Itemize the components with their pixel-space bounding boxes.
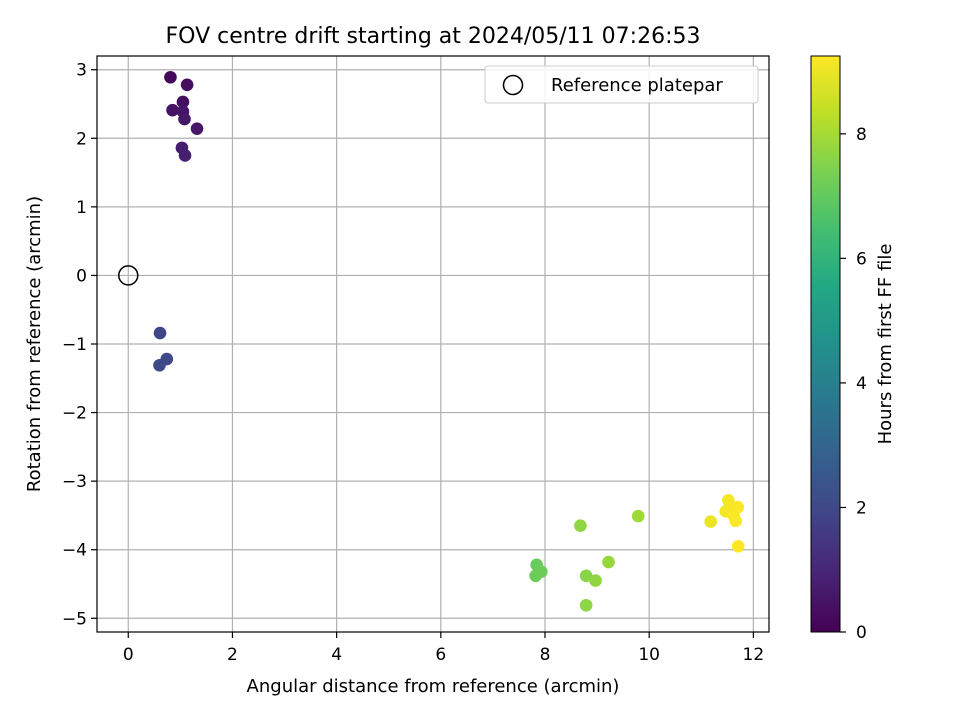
x-axis-label: Angular distance from reference (arcmin) [247,676,620,697]
colorbar-tick-label: 4 [856,374,867,394]
x-tick-label: 10 [638,645,660,665]
y-tick-label: −5 [62,609,87,629]
legend-entry-reference: Reference platepar [551,75,723,96]
data-point [631,509,645,523]
y-axis-label: Rotation from reference (arcmin) [24,196,45,492]
x-tick-label: 6 [435,645,446,665]
x-axis-ticks: 0 2 4 6 8 10 12 [123,632,764,665]
chart-title: FOV centre drift starting at 2024/05/11 … [166,24,701,49]
data-point [176,95,190,109]
colorbar-tick-label: 6 [856,249,867,269]
data-point [529,569,542,583]
y-tick-label: −3 [62,472,87,492]
data-point [579,569,593,583]
data-point [729,514,742,528]
y-axis-ticks: −5 −4 −3 −2 −1 0 1 2 3 [62,61,97,629]
colorbar-gradient [810,55,841,633]
y-tick-label: −1 [62,335,87,355]
legend-box [484,65,759,104]
y-tick-label: 0 [76,266,87,286]
y-tick-label: −2 [62,404,87,424]
data-point [731,539,745,553]
grid-lines [97,56,769,632]
colorbar-tick-label: 2 [856,498,867,518]
plot-area-frame [96,55,770,633]
legend-reference-marker [502,74,524,96]
data-point [166,103,179,117]
data-point [164,70,177,84]
y-tick-label: 1 [76,198,87,218]
colorbar-label: Hours from first FF file [875,244,896,445]
data-point [178,149,192,162]
x-tick-label: 4 [331,645,342,665]
y-tick-label: 3 [76,61,87,81]
x-tick-label: 8 [540,645,551,665]
data-points [118,70,745,612]
colorbar-tick-label: 8 [856,125,867,145]
data-point [579,598,593,612]
colorbar-ticks: 0 2 4 6 8 [840,125,867,643]
y-tick-label: −4 [62,541,87,561]
data-point [190,122,204,135]
colorbar: 0 2 4 6 8 Hours from first FF file [810,55,896,643]
data-point [178,112,191,126]
data-point [153,358,166,372]
legend: Reference platepar [484,65,759,104]
x-tick-label: 0 [123,645,134,665]
x-tick-label: 2 [227,645,238,665]
reference-platepar-marker [118,265,139,286]
data-point [602,555,615,569]
y-tick-label: 2 [76,129,87,149]
colorbar-tick-label: 0 [856,623,867,643]
x-tick-label: 12 [743,645,765,665]
data-point [574,519,587,533]
data-point [704,515,717,528]
data-point [589,574,602,587]
data-point [153,326,167,340]
data-point [180,78,194,92]
